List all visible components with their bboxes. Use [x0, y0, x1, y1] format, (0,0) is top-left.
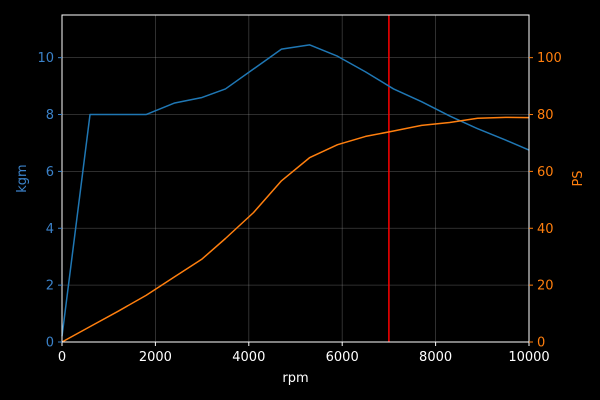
- x-tick-label: 6000: [326, 350, 359, 365]
- left-y-tick-label: 10: [37, 51, 54, 66]
- right-y-tick-label: 40: [537, 222, 554, 237]
- left-y-tick-label: 2: [46, 279, 54, 294]
- x-axis-title: rpm: [282, 371, 308, 386]
- left-y-tick-label: 4: [46, 222, 54, 237]
- left-y-tick-label: 8: [46, 108, 54, 123]
- right-y-axis: 0 20 40 60 80 100: [529, 51, 562, 351]
- right-y-tick-label: 60: [537, 165, 554, 180]
- right-y-tick-label: 0: [537, 336, 545, 351]
- left-y-tick-label: 0: [46, 336, 54, 351]
- right-y-axis-title: PS: [571, 170, 586, 186]
- right-y-tick-label: 20: [537, 279, 554, 294]
- x-tick-label: 2000: [139, 350, 172, 365]
- x-tick-label: 4000: [232, 350, 265, 365]
- x-axis: 0 2000 4000 6000 8000 10000: [58, 342, 550, 365]
- torque-series-line: [61, 44, 530, 337]
- plot-area-frame: [61, 14, 530, 343]
- left-y-tick-label: 6: [46, 165, 54, 180]
- power-series-line: [61, 116, 530, 343]
- x-tick-label: 8000: [419, 350, 452, 365]
- series-layer: [61, 44, 530, 343]
- left-y-axis-title: kgm: [15, 164, 30, 192]
- right-y-tick-label: 100: [537, 51, 562, 66]
- right-y-tick-label: 80: [537, 108, 554, 123]
- x-tick-label: 0: [58, 350, 66, 365]
- x-tick-label: 10000: [508, 350, 549, 365]
- left-y-axis: 0 2 4 6 8 10: [37, 51, 62, 351]
